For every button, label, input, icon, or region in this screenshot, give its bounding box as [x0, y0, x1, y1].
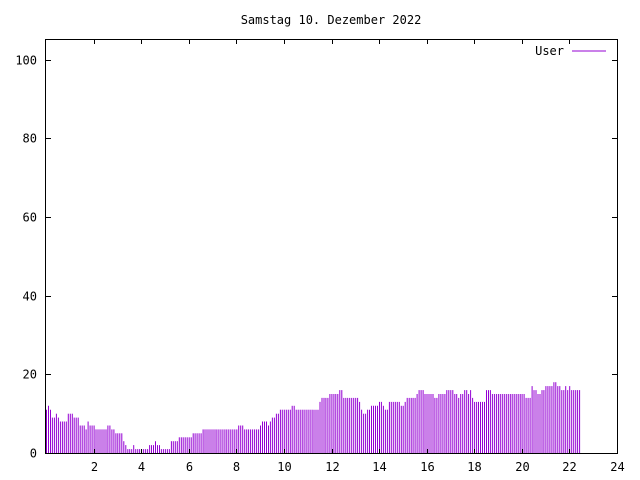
y-tick-label: 20 — [23, 368, 37, 382]
legend-label-user: User — [535, 44, 564, 58]
legend: User — [535, 44, 606, 58]
x-tick-label: 12 — [325, 460, 339, 474]
x-tick-label: 4 — [138, 460, 145, 474]
x-tick-label: 10 — [277, 460, 291, 474]
y-tick-label: 0 — [30, 447, 37, 461]
y-tick-label: 100 — [15, 54, 37, 68]
x-tick-label: 16 — [420, 460, 434, 474]
y-tick-label: 40 — [23, 290, 37, 304]
plot-area-border — [45, 39, 618, 454]
user-series-bars — [46, 382, 581, 453]
x-tick-label: 20 — [515, 460, 529, 474]
x-tick-label: 18 — [467, 460, 481, 474]
y-tick-label: 80 — [23, 132, 37, 146]
x-tick-label: 22 — [562, 460, 576, 474]
x-tick-label: 6 — [186, 460, 193, 474]
y-tick-label: 60 — [23, 211, 37, 225]
x-tick-label: 24 — [610, 460, 624, 474]
x-tick-label: 2 — [91, 460, 98, 474]
x-tick-label: 8 — [233, 460, 240, 474]
x-tick-label: 14 — [372, 460, 386, 474]
chart-title: Samstag 10. Dezember 2022 — [241, 13, 422, 27]
x-axis: 2 4 6 8 10 12 14 16 18 20 22 24 — [91, 40, 625, 474]
y-axis: 0 20 40 60 80 100 — [15, 54, 617, 461]
